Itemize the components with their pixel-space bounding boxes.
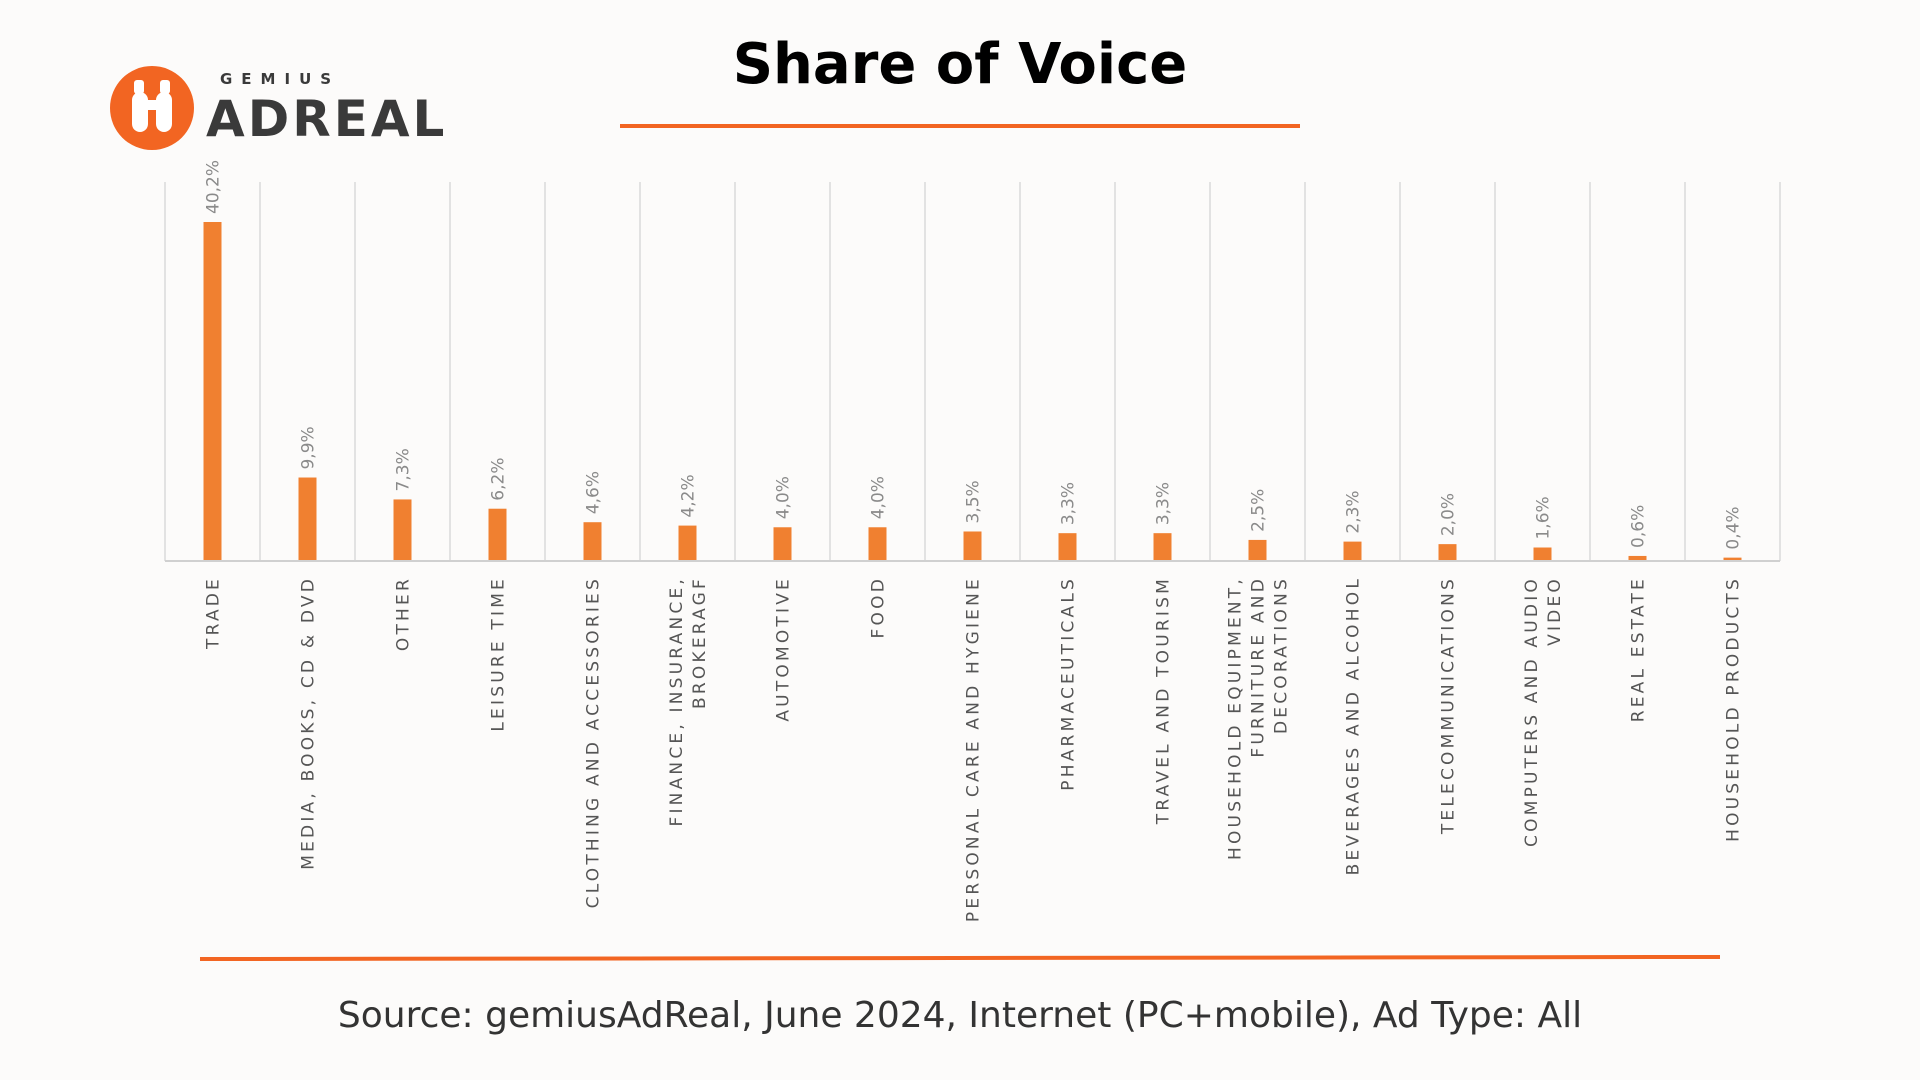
data-label: 6,2% (489, 458, 509, 501)
category-label: PHARMACEUTICALS (1059, 576, 1079, 791)
category-labels: TRADE MEDIA, BOOKS, CD & DVD OTHER LEISURE … (204, 576, 1744, 922)
category-label: HOUSEHOLD PRODUCTS (1724, 576, 1744, 842)
category-label: COMPUTERS AND AUDIO (1522, 576, 1542, 847)
category-label: TELECOMMUNICATIONS (1439, 576, 1459, 835)
bar (1058, 533, 1077, 561)
data-label: 1,6% (1534, 496, 1554, 539)
grid-lines (164, 182, 1781, 561)
bar (963, 531, 982, 561)
data-label: 2,5% (1249, 489, 1269, 532)
data-label: 3,5% (964, 480, 984, 523)
category-label: FINANCE, INSURANCE, (667, 576, 687, 827)
data-label: 7,3% (394, 448, 414, 491)
data-label: 2,3% (1344, 490, 1364, 533)
category-label: PERSONAL CARE AND HYGIENE (964, 576, 984, 922)
bars (203, 222, 1742, 561)
data-label: 2,0% (1439, 493, 1459, 536)
bar (678, 525, 697, 561)
bar (488, 508, 507, 561)
data-label: 9,9% (299, 426, 319, 469)
bar (868, 527, 887, 561)
data-label: 3,3% (1059, 482, 1079, 525)
bar (1248, 539, 1267, 561)
category-label: BEVERAGES AND ALCOHOL (1344, 576, 1364, 875)
category-label: AUTOMOTIVE (774, 576, 794, 722)
bar (298, 477, 317, 561)
bar (393, 499, 412, 561)
category-label: BROKERAGF (690, 576, 710, 709)
category-label: MEDIA, BOOKS, CD & DVD (299, 576, 319, 870)
title-underline (620, 124, 1300, 128)
bar (203, 222, 222, 561)
bar (1343, 541, 1362, 561)
bar (583, 522, 602, 561)
bar (1723, 557, 1742, 561)
brand-big: ADREAL (206, 90, 447, 148)
bar (773, 527, 792, 561)
data-label: 0,4% (1724, 506, 1744, 549)
category-label: FURNITURE AND (1249, 576, 1269, 758)
category-label: LEISURE TIME (489, 576, 509, 732)
category-label: TRADE (204, 576, 224, 650)
data-labels: 40,2% 9,9% 7,3% 6,2% 4,6% 4,2% 4,0% 4,0% 3,5% 3,3… (204, 160, 1744, 550)
category-label: TRAVEL AND TOURISM (1154, 576, 1174, 825)
data-label: 4,0% (869, 476, 889, 519)
bar (1153, 533, 1172, 561)
gemius-adreal-logo: GEMIUS ADREAL (110, 66, 447, 150)
category-label: DECORATIONS (1272, 576, 1292, 734)
data-label: 3,3% (1154, 482, 1174, 525)
category-label: HOUSEHOLD EQUIPMENT, (1226, 576, 1246, 860)
bar (1438, 544, 1457, 561)
brand-small: GEMIUS (220, 70, 340, 88)
category-label: REAL ESTATE (1629, 576, 1649, 722)
category-label: FOOD (869, 576, 889, 638)
data-label: 4,2% (679, 474, 699, 517)
data-label: 4,6% (584, 471, 604, 514)
category-label: VIDEO (1545, 576, 1565, 646)
chart-title: Share of Voice (732, 32, 1188, 97)
data-label: 4,0% (774, 476, 794, 519)
bar (1628, 555, 1647, 561)
bar (1533, 547, 1552, 561)
source-note: Source: gemiusAdReal, June 2024, Interne… (337, 995, 1583, 1036)
category-label: CLOTHING AND ACCESSORIES (584, 576, 604, 908)
category-label: OTHER (394, 576, 414, 651)
data-label: 40,2% (204, 160, 224, 214)
data-label: 0,6% (1629, 505, 1649, 548)
